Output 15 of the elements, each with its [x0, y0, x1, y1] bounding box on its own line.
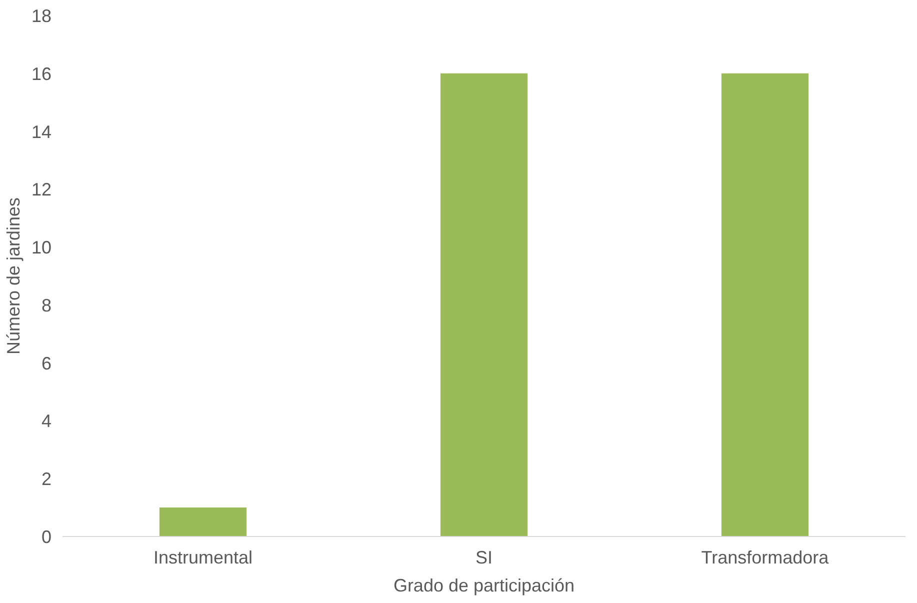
y-tick-label: 6: [41, 353, 52, 374]
x-axis-title: Grado de participación: [393, 576, 575, 596]
y-axis-title: Número de jardines: [3, 197, 24, 355]
x-tick-label: SI: [475, 548, 493, 568]
y-tick-label: 18: [31, 6, 52, 26]
y-tick-label: 4: [41, 411, 52, 432]
y-tick-label: 2: [41, 469, 52, 490]
x-tick-label: Transformadora: [701, 548, 830, 568]
y-tick-label: 10: [31, 238, 52, 258]
x-tick-label: Instrumental: [153, 548, 253, 568]
y-tick-label: 0: [41, 527, 52, 547]
y-tick-label: 14: [31, 122, 52, 142]
y-tick-label: 16: [31, 64, 52, 84]
y-tick-label: 12: [31, 180, 52, 200]
y-tick-label: 8: [41, 295, 52, 316]
